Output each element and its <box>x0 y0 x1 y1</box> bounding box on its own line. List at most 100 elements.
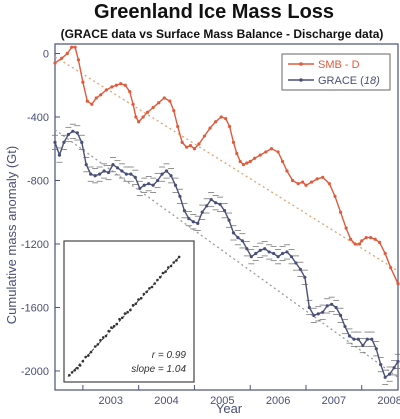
series-point-grace <box>289 255 294 259</box>
series-point-grace <box>236 236 240 240</box>
inset-point <box>70 371 74 374</box>
series-point-grace <box>321 310 325 314</box>
inset-point <box>164 270 167 273</box>
series-point-smb <box>253 156 257 160</box>
x-tick-label: 2006 <box>266 395 290 407</box>
series-point-grace <box>307 305 311 310</box>
series-point-grace <box>245 247 249 251</box>
series-point-grace <box>276 255 280 259</box>
series-point-grace <box>133 175 137 179</box>
inset-point <box>156 278 159 282</box>
inset-panel: r = 0.99 slope = 1.04 <box>63 240 195 383</box>
inset-point <box>87 354 90 357</box>
inset-point <box>96 343 100 346</box>
inset-point <box>131 303 135 307</box>
legend-box <box>281 53 391 91</box>
series-point-grace <box>338 313 343 318</box>
series-point-grace <box>138 186 142 191</box>
inset-point <box>139 296 143 300</box>
series-point-grace <box>178 194 182 198</box>
series-point-smb <box>285 169 289 173</box>
series-point-smb <box>364 236 368 240</box>
series-point-smb <box>208 126 212 130</box>
series-point-grace <box>147 182 151 186</box>
series-point-grace <box>62 140 66 145</box>
series-point-grace <box>182 209 186 213</box>
inset-slope-label: slope = 1.04 <box>131 364 186 375</box>
series-point-smb <box>168 99 172 103</box>
inset-point <box>172 261 176 264</box>
series-point-smb <box>157 101 161 105</box>
series-point-grace <box>294 261 298 265</box>
series-point-smb <box>280 159 285 164</box>
x-tick-label: 2005 <box>210 395 234 407</box>
series-point-grace <box>356 337 361 341</box>
series-point-smb <box>245 161 249 165</box>
series-point-smb <box>114 83 118 87</box>
series-point-grace <box>75 131 79 135</box>
series-point-grace <box>374 347 378 351</box>
legend-label-grace-text: GRACE ( <box>318 75 364 87</box>
series-point-grace <box>196 221 200 225</box>
series-point-grace <box>254 251 258 256</box>
series-point-grace <box>330 302 334 306</box>
legend-label-grace: GRACE (18) <box>318 75 380 87</box>
chart-title: Greenland Ice Mass Loss <box>94 1 334 23</box>
series-point-smb <box>269 147 273 151</box>
series-point-smb <box>128 90 132 94</box>
series-point-grace <box>267 250 271 254</box>
y-tick-label: -2000 <box>21 366 49 378</box>
x-tick-label: 2008 <box>377 395 400 407</box>
series-point-smb <box>224 116 228 121</box>
series-point-grace <box>89 172 93 176</box>
series-point-grace <box>334 305 338 310</box>
series-point-smb <box>396 282 400 286</box>
series-point-smb <box>321 175 325 179</box>
series-point-smb <box>192 147 197 151</box>
series-point-smb <box>188 143 193 148</box>
inset-point <box>112 324 116 328</box>
series-point-grace <box>142 183 146 187</box>
series-point-grace <box>106 170 111 175</box>
series-point-smb <box>276 150 280 154</box>
inset-point <box>73 369 77 372</box>
series-point-grace <box>98 172 102 176</box>
series-point-smb <box>197 142 201 146</box>
y-tick-label: -1200 <box>21 239 49 251</box>
series-point-grace <box>191 220 195 224</box>
y-tick-label: -400 <box>27 112 49 124</box>
series-point-smb <box>90 102 94 106</box>
series-point-smb <box>258 153 262 157</box>
series-point-grace <box>383 375 387 379</box>
series-point-smb <box>290 178 295 183</box>
series-point-grace <box>173 183 178 187</box>
inset-point <box>142 292 146 296</box>
series-point-smb <box>369 236 373 240</box>
inset-r-label: r = 0.99 <box>152 350 187 361</box>
series-point-smb <box>65 51 69 56</box>
series-point-grace <box>343 324 347 329</box>
y-tick-label: -800 <box>27 175 49 187</box>
series-point-smb <box>70 45 74 49</box>
series-point-grace <box>325 304 329 308</box>
inset-point <box>153 282 157 285</box>
inset-point <box>137 298 140 301</box>
series-point-grace <box>298 267 302 271</box>
series-point-grace <box>151 183 155 187</box>
series-point-smb <box>373 237 377 241</box>
series-point-smb <box>264 150 268 154</box>
series-point-smb <box>389 266 393 270</box>
series-point-grace <box>111 163 115 167</box>
series-point-smb <box>383 251 387 256</box>
series-point-grace <box>365 337 369 341</box>
series-point-smb <box>348 237 353 241</box>
series-point-smb <box>214 120 218 124</box>
series-point-grace <box>285 250 289 254</box>
series-point-grace <box>102 169 106 173</box>
plot-frame <box>54 43 399 391</box>
series-point-smb <box>296 182 300 186</box>
series-point-smb <box>219 115 223 119</box>
inset-point <box>123 312 127 315</box>
inset-point <box>101 336 105 339</box>
series-point-grace <box>124 172 128 176</box>
